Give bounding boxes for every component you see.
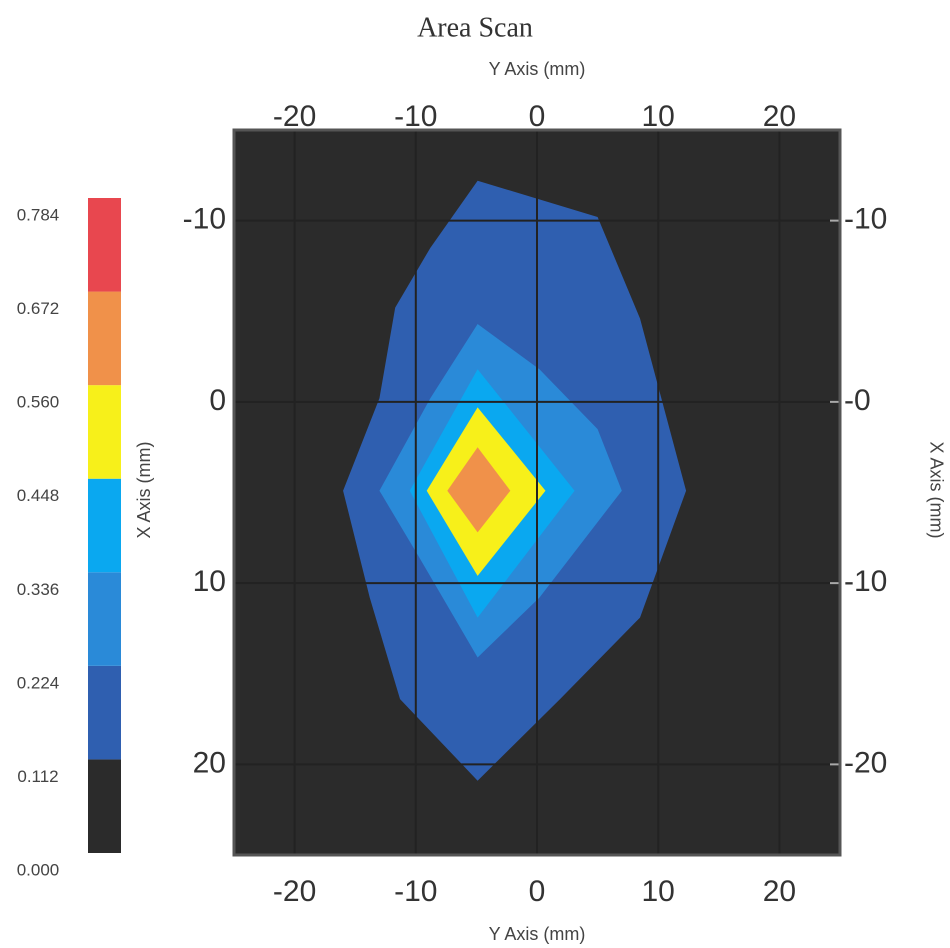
colorbar-band [88,291,121,386]
x-tick-label-top: 0 [529,100,546,133]
colorbar-label: 0.336 [17,580,60,599]
x-tick-label: -20 [273,875,316,908]
colorbar-label: 0.672 [17,299,60,318]
y-tick-label: 0 [209,384,226,417]
plot-frame [232,128,842,857]
x-axis-label-top: Y Axis (mm) [489,59,586,79]
y-tick-label: 10 [193,565,226,598]
colorbar-label: 0.224 [17,673,60,692]
colorbar-label: 0.784 [17,205,60,224]
x-tick-label: 10 [642,875,675,908]
y-tick-label: 20 [193,746,226,779]
colorbar-label: 0.112 [17,767,58,786]
colorbar-band [88,478,121,573]
y2-tick-label: -20 [844,746,887,779]
x-tick-label-top: -20 [273,100,316,133]
colorbar-band [88,198,121,292]
chart-title: Area Scan [417,12,533,43]
x-tick-label: 20 [763,875,796,908]
x-axis-label-bottom: Y Axis (mm) [489,924,586,944]
x-tick-label: 0 [529,875,546,908]
colorbar-label: 0.560 [17,393,60,412]
y-tick-label: -10 [183,203,226,236]
x-tick-label-top: 20 [763,100,796,133]
colorbar-band [88,759,121,853]
colorbar-band [88,572,121,666]
colorbar-band [88,665,121,760]
contour-region [447,447,511,533]
colorbar-label: 0.000 [17,860,60,879]
colorbar-label: 0.448 [17,486,60,505]
y2-tick-label: -0 [844,384,871,417]
y2-tick-label: -10 [844,565,887,598]
x-tick-label-top: -10 [394,100,437,133]
y2-tick-label: -10 [844,203,887,236]
colorbar-band [88,385,121,479]
x-tick-label-top: 10 [642,100,675,133]
x-tick-label: -10 [394,875,437,908]
y-axis-label-right: X Axis (mm) [926,442,946,539]
y-axis-label-left: X Axis (mm) [134,442,154,539]
